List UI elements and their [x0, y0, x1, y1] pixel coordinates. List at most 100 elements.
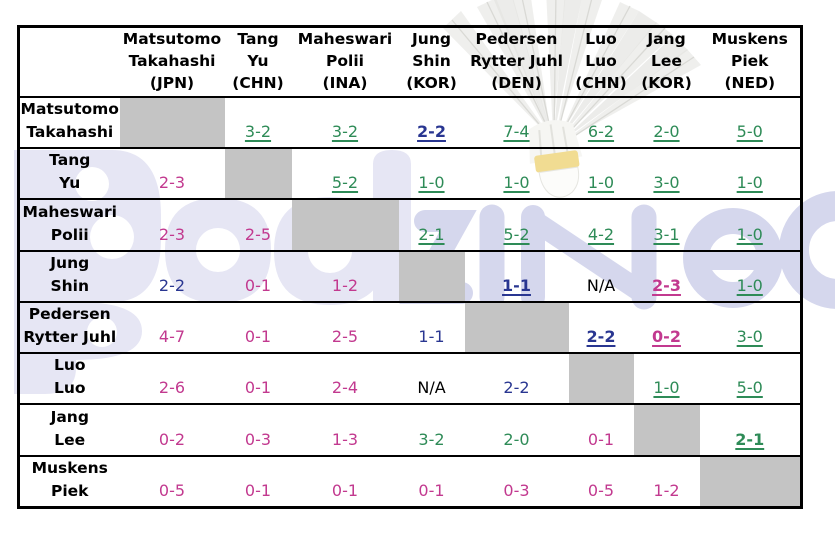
- score-cell-6-5: 2-2: [465, 353, 569, 404]
- table-body: Matsutomo Takahashi 3-2 3-2 2-2 7-4 6-2 2-0 5-0 T…: [18, 97, 802, 508]
- score-cell-7-8: 2-1: [700, 404, 802, 455]
- score-cell-8-2: 0-1: [225, 456, 292, 508]
- score-cell-1-5: 7-4: [465, 97, 569, 148]
- table-row-2: Tang Yu 2-3 5-2 1-0 1-0 1-0 3-0 1-0: [18, 148, 802, 200]
- score-value: 2-3: [158, 224, 186, 244]
- row-header-7: Jang Lee: [19, 404, 120, 455]
- score-cell-4-3: 1-2: [292, 251, 399, 302]
- score-cell-7-2: 0-3: [225, 404, 292, 455]
- score-cell-3-4: 2-1: [399, 199, 465, 250]
- score-value: 0-1: [587, 429, 615, 449]
- score-cell-5-3: 2-5: [292, 302, 399, 353]
- team-country: (KOR): [406, 74, 457, 92]
- table-row-3: Maheswari Polii 2-3 2-5 2-1 5-2 4-2 3-1 1-0: [18, 199, 802, 251]
- score-cell-8-5: 0-3: [465, 456, 569, 508]
- score-cell-3-2: 2-5: [225, 199, 292, 250]
- row-header-6: Luo Luo: [19, 353, 120, 404]
- team-name-line2: Yu: [247, 52, 269, 70]
- score-cell-2-3: 5-2: [292, 148, 399, 199]
- score-value: 0-1: [244, 481, 272, 500]
- score-value: 2-4: [331, 378, 359, 398]
- row-header-3: Maheswari Polii: [19, 199, 120, 250]
- table-row-8: Muskens Piek 0-5 0-1 0-1 0-1 0-3 0-5 1-2: [18, 455, 802, 508]
- score-value: 2-3: [158, 173, 186, 193]
- score-cell-2-5: 1-0: [465, 148, 569, 199]
- score-cell-5-6: 2-2: [569, 302, 634, 353]
- column-header-6: Luo Luo (CHN): [569, 27, 634, 98]
- team-name-line1: Luo: [585, 30, 617, 48]
- score-cell-5-7: 0-2: [634, 302, 700, 353]
- score-value: 1-0: [736, 275, 763, 295]
- score-cell-8-7: 1-2: [634, 456, 700, 508]
- column-header-2: Tang Yu (CHN): [225, 27, 292, 98]
- score-value: 0-1: [418, 481, 445, 500]
- table-row-5: Pedersen Rytter Juhl 4-7 0-1 2-5 1-1 2-2 0-2 3-0: [18, 301, 802, 354]
- score-value: 0-1: [244, 275, 272, 295]
- score-value: 0-3: [503, 481, 530, 500]
- team-name-line1: Matsutomo: [20, 100, 119, 119]
- score-value: 4-7: [158, 327, 186, 347]
- team-name-line1: Pedersen: [475, 30, 558, 48]
- team-country: (INA): [322, 74, 368, 92]
- score-value: 7-4: [503, 122, 530, 142]
- diagonal-cell: [633, 404, 700, 456]
- score-cell-7-4: 3-2: [399, 404, 465, 455]
- score-cell-6-1: 2-6: [120, 353, 225, 404]
- shuttlecock-icon: [443, 0, 701, 198]
- score-value: 2-5: [331, 327, 359, 347]
- score-cell-6-4: N/A: [399, 353, 465, 404]
- diagonal-cell: [398, 250, 465, 302]
- score-cell-3-5: 5-2: [465, 199, 569, 250]
- score-value: 0-1: [244, 378, 272, 398]
- team-name-line1: Maheswari: [297, 30, 393, 48]
- score-cell-7-5: 2-0: [465, 404, 569, 455]
- team-name-line1: Tang: [237, 30, 279, 48]
- column-header-5: Pedersen Rytter Juhl (DEN): [465, 27, 569, 98]
- score-cell-7-1: 0-2: [120, 404, 225, 455]
- corner-cell: [19, 27, 120, 98]
- team-name-line2: Lee: [651, 52, 682, 70]
- score-value: 6-2: [587, 122, 615, 142]
- score-cell-3-6: 4-2: [569, 199, 634, 250]
- column-header-3: Maheswari Polii (INA): [292, 27, 399, 98]
- score-value: 1-3: [331, 429, 359, 449]
- team-name-line2: Takahashi: [128, 52, 216, 70]
- score-value: 1-1: [502, 275, 531, 295]
- score-value: 5-0: [736, 378, 763, 398]
- score-value: 2-0: [653, 122, 680, 142]
- row-header-2: Tang Yu: [19, 148, 120, 199]
- team-name-line2: Piek: [51, 482, 89, 500]
- score-cell-5-2: 0-1: [225, 302, 292, 353]
- table-row-7: Jang Lee 0-2 0-3 1-3 3-2 2-0 0-1 2-1: [18, 404, 802, 456]
- score-value: 1-0: [503, 173, 530, 193]
- score-value: 1-0: [418, 173, 445, 193]
- score-cell-4-7: 2-3: [634, 251, 700, 302]
- score-value: 2-3: [652, 275, 681, 295]
- score-value: 3-2: [331, 122, 359, 142]
- score-cell-1-8: 5-0: [700, 97, 802, 148]
- score-cell-1-2: 3-2: [225, 97, 292, 148]
- table-row-6: Luo Luo 2-6 0-1 2-4 N/A 2-2 1-0 5-0: [18, 353, 802, 405]
- column-header-7: Jang Lee (KOR): [634, 27, 700, 98]
- score-cell-7-3: 1-3: [292, 404, 399, 455]
- column-header-4: Jung Shin (KOR): [399, 27, 465, 98]
- score-value: 2-2: [158, 275, 186, 295]
- team-name-line2: Yu: [59, 174, 81, 193]
- score-cell-4-8: 1-0: [700, 251, 802, 302]
- column-header-1: Matsutomo Takahashi (JPN): [120, 27, 225, 98]
- score-value: 1-2: [653, 481, 680, 500]
- score-value: 5-0: [736, 122, 763, 142]
- diagonal-cell: [224, 148, 292, 200]
- score-value: 4-2: [587, 224, 615, 244]
- table-row-4: Jung Shin 2-2 0-1 1-2 1-1 N/A 2-3 1-0: [18, 250, 802, 302]
- diagonal-cell: [464, 301, 569, 354]
- diagonal-cell: [568, 353, 634, 405]
- team-name-line1: Muskens: [31, 459, 108, 477]
- team-name-line1: Jang: [50, 407, 89, 426]
- team-name-line2: Luo: [53, 379, 86, 398]
- team-name-line1: Pedersen: [28, 305, 111, 324]
- score-value: 1-0: [736, 173, 763, 193]
- diagonal-cell: [291, 199, 399, 251]
- score-cell-6-2: 0-1: [225, 353, 292, 404]
- head-to-head-table: Matsutomo Takahashi (JPN) Tang Yu (CHN) Mahesw…: [17, 25, 803, 509]
